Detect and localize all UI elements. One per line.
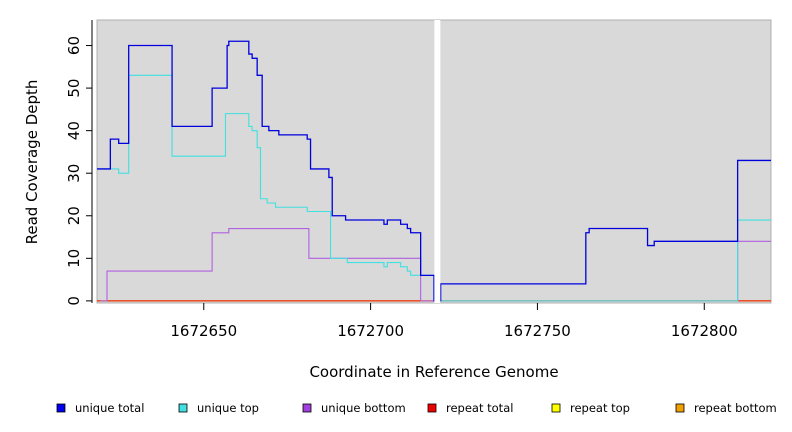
y-tick-label: 20 [65,206,83,225]
axes-layer: 0 10 20 30 40 50 60 1672650 1672700 1672750 167280… [65,20,738,340]
legend-swatch [178,403,188,413]
legend-item-unique-bottom: unique bottom [302,401,406,415]
x-tick-label: 1672650 [170,322,237,340]
x-tick-label: 1672750 [504,322,571,340]
reference-gap [434,20,441,303]
gap-layer [434,20,441,303]
legend-label: unique top [197,401,259,415]
legend-item-unique-top: unique top [178,401,259,415]
series-unique-total [97,40,771,302]
y-tick-label: 50 [65,79,83,98]
legend-swatch [551,403,561,413]
legend-label: repeat bottom [694,401,777,415]
legend-item-repeat-bottom: repeat bottom [675,401,777,415]
legend-swatch [427,403,437,413]
plot-background [96,19,772,304]
series-unique-top [97,74,771,302]
legend-label: unique total [75,401,144,415]
legend-swatch [302,403,312,413]
legend-item-unique-total: unique total [56,401,144,415]
legend-label: repeat top [570,401,630,415]
y-tick-label: 30 [65,164,83,183]
legend-swatch [675,403,685,413]
legend: unique total unique top unique bottom repea… [56,401,777,415]
series-layer [97,40,771,302]
legend-item-repeat-total: repeat total [427,401,513,415]
x-tick-label: 1672800 [671,322,738,340]
plot-area [96,19,772,304]
legend-label: unique bottom [321,401,406,415]
y-tick-label: 10 [65,249,83,268]
y-tick-label: 60 [65,36,83,55]
y-axis-label: Read Coverage Depth [23,80,41,245]
legend-item-repeat-top: repeat top [551,401,630,415]
y-tick-label: 40 [65,121,83,140]
x-tick-label: 1672700 [337,322,404,340]
y-tick-label: 0 [65,296,83,306]
x-axis-label: Coordinate in Reference Genome [309,363,558,381]
legend-label: repeat total [446,401,513,415]
legend-swatch [56,403,66,413]
